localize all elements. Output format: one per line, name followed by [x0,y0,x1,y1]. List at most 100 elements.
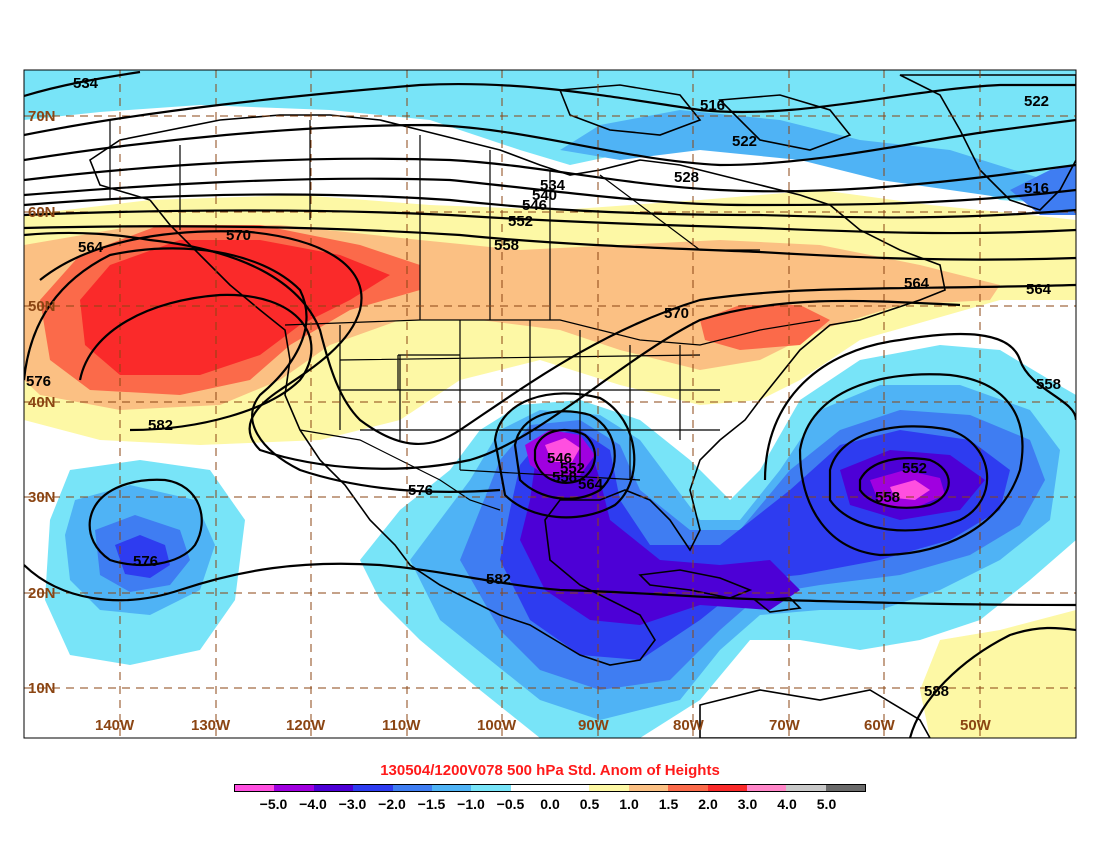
colorbar-tick-label: −3.0 [338,796,367,812]
contour-534-west [24,70,141,98]
colorbar-swatch [313,785,354,791]
contour-atlantic-low-1 [858,457,950,509]
colorbar-ticks: −5.0 −4.0 −3.0 −2.0 −1.5 −1.0 −0.5 0.0 0.5 1.0 1.5… [234,796,866,816]
contour-564 [24,231,1076,446]
north-america-coastline [89,114,946,666]
contour-atlantic-low-3 [798,373,1024,557]
lat-label-20n: 20N [28,585,56,602]
lon-label-80w: 80W [673,717,705,734]
colorbar-tick-label: −4.0 [299,796,327,812]
lon-label-100w: 100W [477,717,517,734]
latitude-labels: 70N 60N 50N 40N 30N 20N 10N [28,108,56,697]
contour-label: 540 [532,187,557,204]
colorbar-swatch [550,785,590,791]
longitude-labels: 140W 130W 120W 110W 100W 90W 80W 70W 60W… [95,717,992,734]
colorbar-swatch [235,785,275,791]
colorbar-tick-label: −2.0 [378,796,406,812]
contour-label: 564 [1026,281,1052,298]
chart-title: 130504/1200V078 500 hPa Std. Anom of Hei… [380,762,720,779]
contour-576 [24,247,501,493]
colorbar-tick-label: 1.0 [619,796,639,812]
contour-label: 552 [560,460,585,477]
anomaly-region-pos3-west [80,240,390,375]
lat-label-40n: 40N [28,394,56,411]
contour-label: 582 [148,417,173,434]
contour-low-center-2 [513,410,616,500]
anomaly-region-neg4-mississippi [525,430,945,508]
contour-label: 564 [578,476,604,493]
contour-552 [24,209,1076,235]
lon-label-70w: 70W [769,717,801,734]
anomaly-region-neg2-pacific [115,535,170,578]
contour-label: 564 [904,275,930,292]
colorbar-swatch [392,785,432,791]
contour-label: 558 [494,237,519,254]
colorbar-tick-label: 5.0 [816,796,837,812]
colorbar-swatch [628,785,669,791]
contour-atlantic-low-2 [828,425,989,532]
contour-label: 558 [1036,376,1061,393]
contour-label: 522 [1024,93,1049,110]
colorbar-tick-label: 3.0 [737,796,758,812]
lat-label-30n: 30N [28,489,56,506]
height-contours [24,70,1076,738]
contour-label: 516 [700,97,725,114]
contour-label: 546 [522,197,547,214]
lon-label-50w: 50W [960,717,992,734]
cuba-outline [638,569,753,599]
contour-582 [24,562,1076,607]
contour-534 [24,157,1076,193]
colorbar-swatch [510,785,550,791]
contour-label: 534 [73,75,99,92]
contour-588 [908,626,1076,738]
contour-low-center-1 [533,428,596,484]
anomaly-region-neg15-north [1010,165,1076,215]
contour-label: 576 [408,482,433,499]
contour-label: 558 [552,469,577,486]
south-america-outline [699,689,931,738]
contour-atlantic-ridge [763,332,1076,481]
contour-label: 570 [664,305,689,322]
contour-label: 576 [26,373,51,390]
colorbar-tick-label: −5.0 [259,796,288,812]
contour-low-center-3 [493,392,636,519]
colorbar-tick-label: −1.5 [417,796,446,812]
contour-arctic-1 [24,82,1076,137]
greenland-coastline [899,74,1076,211]
contour-labels: 534 516 522 522 528 516 534 540 546 552 … [26,75,1061,700]
contour-label: 522 [732,133,757,150]
colorbar-swatch [786,785,826,791]
contour-label: 552 [508,213,533,230]
contour-570 [39,230,961,470]
contour-label: 534 [540,177,566,194]
lon-label-90w: 90W [578,717,610,734]
contour-label: 528 [674,169,699,186]
colorbar-tick-label: 0.5 [579,796,600,812]
coastlines [89,74,1076,738]
lat-label-60n: 60N [28,204,56,221]
colorbar-swatch [707,785,747,791]
anomaly-region-neg1-north [560,110,1076,210]
contour-label: 576 [133,553,158,570]
colorbar-tick-label: 4.0 [777,796,797,812]
hispaniola-outline [752,597,802,613]
contour-label: 588 [924,683,949,700]
anomaly-region-neg3-south [520,445,985,625]
colorbar-swatch [274,785,314,791]
contour-582-west [78,293,313,432]
colorbar-swatch [668,785,708,791]
colorbar-swatch [353,785,393,791]
colorbar-tick-label: −0.5 [496,796,525,812]
contour-label: 582 [486,571,511,588]
contour-label: 570 [226,227,251,244]
colorbar-tick-label: 2.0 [698,796,718,812]
lon-label-60w: 60W [864,717,896,734]
colorbar-tick-label: 0.0 [540,796,560,812]
state-grid-lines [339,320,720,481]
contour-arctic-2 [24,118,1076,167]
anomaly-region-pos1-southeast [920,610,1076,738]
contour-546 [24,193,1076,219]
us-canada-border [284,319,821,346]
canada-provinces [109,120,760,320]
